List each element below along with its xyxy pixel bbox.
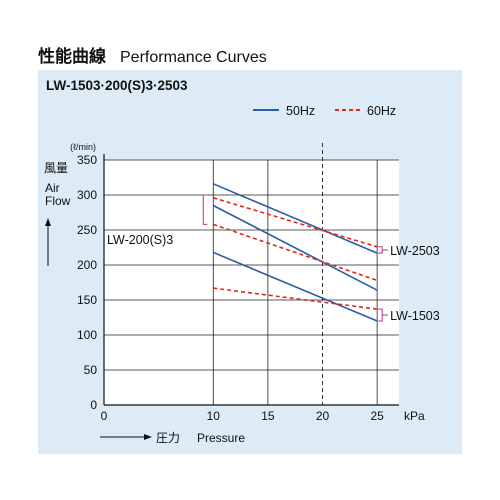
- x-axis-label-jp: 圧力: [156, 431, 180, 445]
- heading-en: Performance Curves: [120, 49, 267, 66]
- y-tick-label-250: 250: [77, 223, 97, 237]
- chart-title: LW-1503·200(S)3·2503: [46, 78, 188, 93]
- plot-area: [104, 160, 399, 405]
- x-tick-label-15: 15: [261, 409, 275, 423]
- bracket-lw-1503: [378, 308, 383, 322]
- y-axis-label-en-2: Flow: [45, 194, 71, 208]
- y-axis-label-jp: 風量: [44, 161, 68, 175]
- legend-label-50Hz: 50Hz: [286, 104, 315, 118]
- bracket-lw-2503: [378, 246, 383, 254]
- y-tick-label-0: 0: [90, 398, 97, 412]
- series-line-lw-200-s-3-50hz: [212, 204, 378, 291]
- x-tick-label-25: 25: [370, 409, 384, 423]
- y-tick-label-150: 150: [77, 293, 97, 307]
- page-heading: 性能曲線 Performance Curves: [38, 42, 267, 67]
- legend-label-60Hz: 60Hz: [367, 104, 396, 118]
- y-axis-label-en-1: Air: [45, 181, 60, 195]
- series-line-lw-1503-50hz: [212, 251, 378, 322]
- x-tick-label-10: 10: [207, 409, 221, 423]
- series-line-lw-200-s-3-60hz: [213, 223, 378, 282]
- x-unit-label: kPa: [404, 409, 425, 423]
- series-label-lw-1503: LW-1503: [390, 309, 440, 323]
- series-line-lw-2503-50hz: [212, 183, 378, 254]
- y-tick-label-50: 50: [84, 363, 98, 377]
- x-tick-label-0: 0: [101, 409, 108, 423]
- heading-jp: 性能曲線: [38, 47, 106, 67]
- x-axis-arrowhead: [144, 434, 152, 440]
- series-line-lw-2503-60hz: [213, 197, 378, 248]
- y-tick-label-350: 350: [77, 153, 97, 167]
- bracket-lw-200-s-3: [202, 194, 208, 225]
- y-tick-label-100: 100: [77, 328, 97, 342]
- series-label-lw-2503: LW-2503: [390, 244, 440, 258]
- y-unit-label: (ℓ/min): [70, 142, 96, 152]
- x-tick-label-20: 20: [316, 409, 330, 423]
- y-tick-label-200: 200: [77, 258, 97, 272]
- y-tick-label-300: 300: [77, 188, 97, 202]
- x-axis-label-en: Pressure: [197, 431, 245, 445]
- y-axis-arrowhead: [45, 218, 51, 226]
- series-label-lw-200-s-3: LW-200(S)3: [107, 233, 173, 247]
